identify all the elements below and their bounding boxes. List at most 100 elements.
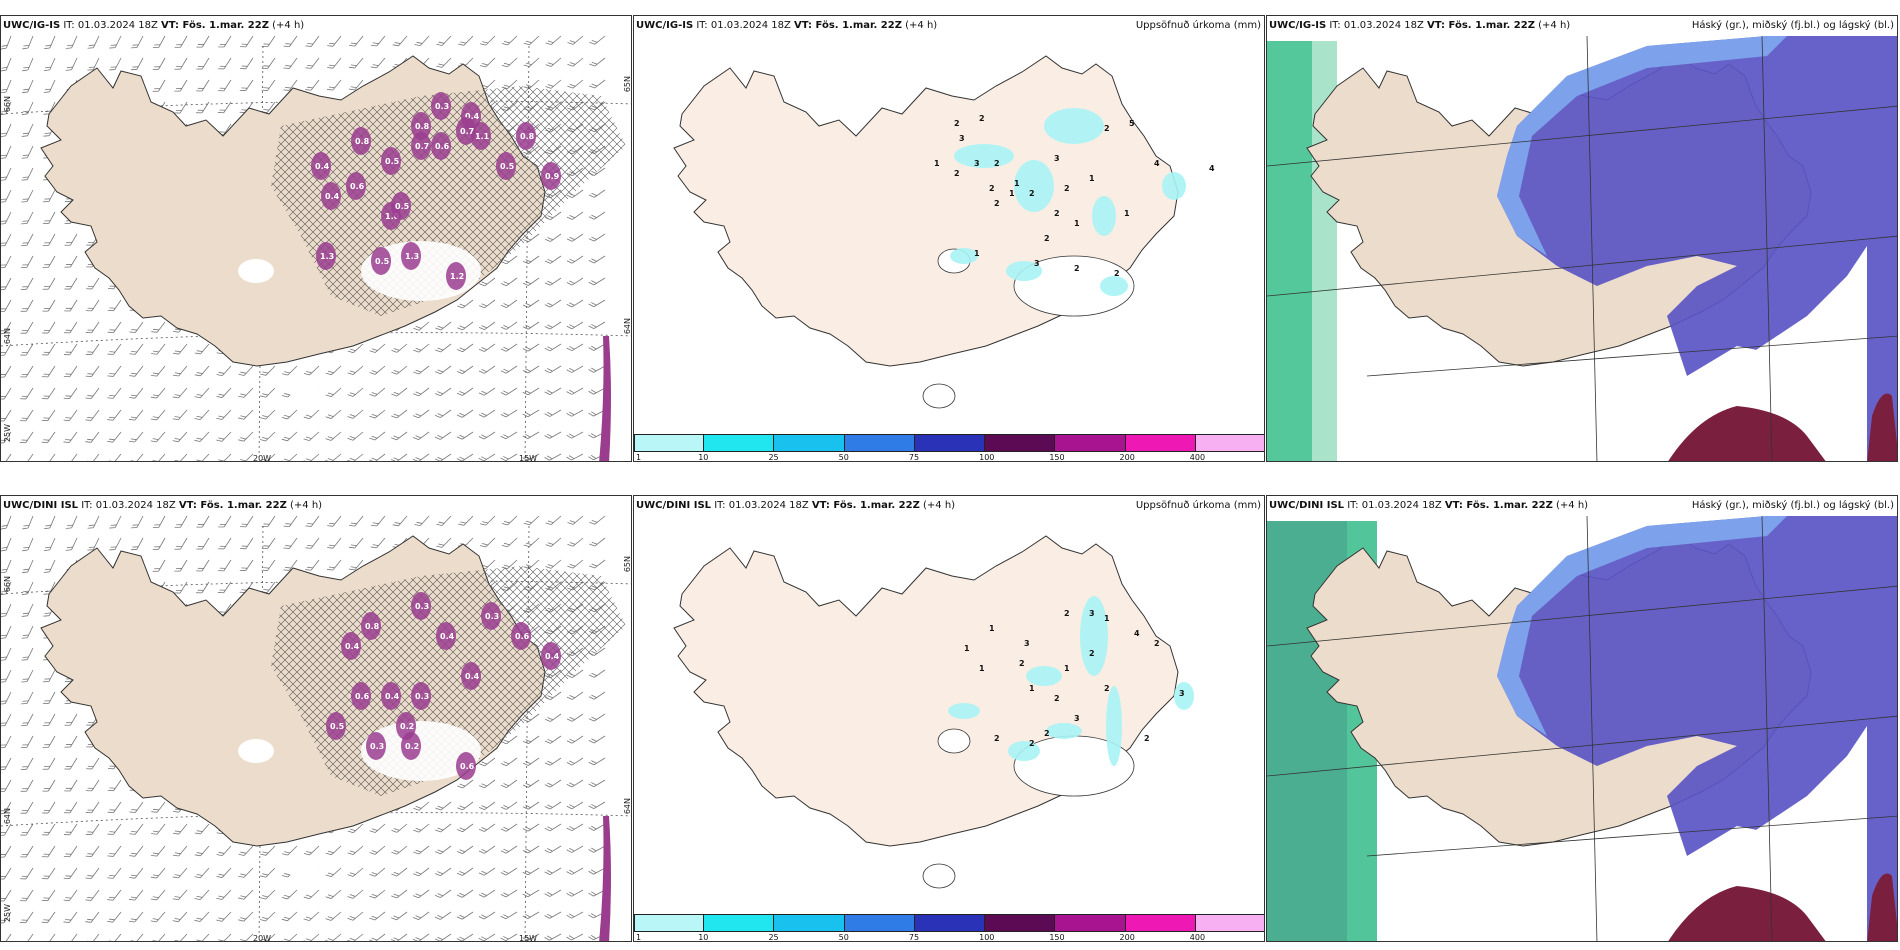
glacier-patch <box>238 259 274 283</box>
wind-barb <box>85 387 100 399</box>
wind-barb <box>172 911 188 923</box>
wind-barb <box>87 537 100 551</box>
wind-barb <box>391 409 408 419</box>
wind-barb <box>1 625 12 639</box>
panel-left-ig-is: 0.4 0.6 0.5 0.8 0.6 1.1 0.5 0.9 1.0 1.3 1.2 0.7 0.4 0… <box>0 15 632 462</box>
wind-barb <box>42 343 56 356</box>
precip-value: 2 <box>1064 184 1070 193</box>
wind-barb <box>478 453 496 461</box>
wind-barb <box>434 933 452 941</box>
precip-value: 0.4 <box>345 642 360 651</box>
wind-barb <box>566 823 584 832</box>
wind-barb <box>44 515 56 530</box>
wind-barb <box>129 321 144 333</box>
map-canvas <box>1267 35 1897 461</box>
precip-cell <box>516 122 536 150</box>
wind-barb <box>129 365 144 377</box>
wind-barb <box>391 911 408 921</box>
wind-barb <box>303 365 320 376</box>
wind-barb <box>325 933 342 941</box>
wind-barb <box>21 101 34 115</box>
precip-value: 1 <box>964 644 970 653</box>
wind-barb <box>194 867 210 879</box>
init-time: IT: 01.03.2024 18Z <box>63 20 162 31</box>
wind-barb <box>260 387 276 398</box>
wind-barb <box>194 343 210 355</box>
wind-barb <box>544 343 562 352</box>
wind-barb <box>544 889 562 897</box>
wind-barb <box>325 365 342 376</box>
wind-barb <box>64 713 78 726</box>
wind-barb <box>240 933 254 941</box>
low-cloud-dense <box>1668 406 1826 461</box>
precip-value: 1 <box>979 664 985 673</box>
wind-barb <box>391 453 408 461</box>
wind-barb <box>1 515 12 530</box>
wind-barb <box>500 779 518 788</box>
colorbar-tick-label: 400 <box>1189 453 1206 462</box>
colorbar-tick-label: 10 <box>698 933 709 942</box>
valid-time-label: VT: <box>794 20 816 31</box>
wind-barb <box>21 647 34 661</box>
wind-barb <box>588 801 606 809</box>
wind-barb <box>369 387 386 397</box>
wind-barb <box>150 867 166 879</box>
precip-value: 0.5 <box>500 162 515 171</box>
wind-barb <box>1 431 12 444</box>
wind-barb <box>456 365 474 374</box>
precip-value: 1 <box>974 249 980 258</box>
wind-barb <box>457 779 474 789</box>
wind-barb <box>259 431 276 442</box>
wind-barb <box>217 101 232 114</box>
wind-barb <box>479 537 496 548</box>
wind-barb <box>47 933 56 941</box>
wind-barb <box>479 57 496 68</box>
valid-time-label: VT: <box>1427 20 1449 31</box>
wind-barb <box>42 255 56 268</box>
precip-value: 0.4 <box>440 632 455 641</box>
wind-barb <box>413 365 430 375</box>
wind-barb <box>478 321 496 331</box>
precip-value: 4 <box>1154 159 1160 168</box>
graticule-line <box>1267 235 1897 297</box>
glacier-outline <box>922 383 956 409</box>
precip-value: 3 <box>974 159 980 168</box>
valid-time: Fös. 1.mar. 22Z <box>1448 20 1535 31</box>
wind-barb <box>217 581 232 594</box>
wind-barb <box>20 321 34 334</box>
wind-barb <box>456 453 474 461</box>
wind-barb <box>43 669 56 683</box>
precip-value: 0.8 <box>520 132 535 141</box>
wind-barb <box>281 453 298 461</box>
wind-barb <box>1 233 12 247</box>
wind-barb <box>259 889 276 900</box>
wind-barb <box>64 233 78 246</box>
colorbar-swatch <box>1125 434 1196 452</box>
wind-barb <box>413 867 430 877</box>
precip-area <box>1106 686 1122 766</box>
precip-value: 1 <box>1104 614 1110 623</box>
wind-barb <box>283 35 298 47</box>
wind-barb <box>25 453 34 461</box>
wind-barb <box>303 911 320 922</box>
wind-barb <box>216 889 232 900</box>
wind-barb <box>63 889 78 901</box>
wind-barb <box>434 911 452 920</box>
wind-barb <box>347 889 364 899</box>
wind-barb <box>303 431 320 442</box>
precip-value: 0.8 <box>415 122 430 131</box>
wind-barb <box>544 757 562 766</box>
wind-barb <box>434 409 452 418</box>
panel-field-title: Uppsöfnuð úrkoma (mm) <box>1135 500 1261 511</box>
wind-barb <box>239 57 254 70</box>
glacier-outline <box>1013 255 1135 317</box>
precip-value: 2 <box>1019 659 1025 668</box>
wind-barb <box>261 515 276 528</box>
wind-barb <box>218 537 232 550</box>
wind-barb <box>150 911 166 923</box>
wind-barb <box>436 537 452 548</box>
wind-barb <box>1 867 12 880</box>
graticule-line <box>1366 815 1897 857</box>
wind-barb <box>500 889 518 898</box>
model-name: UWC/IG-IS <box>1269 20 1327 31</box>
